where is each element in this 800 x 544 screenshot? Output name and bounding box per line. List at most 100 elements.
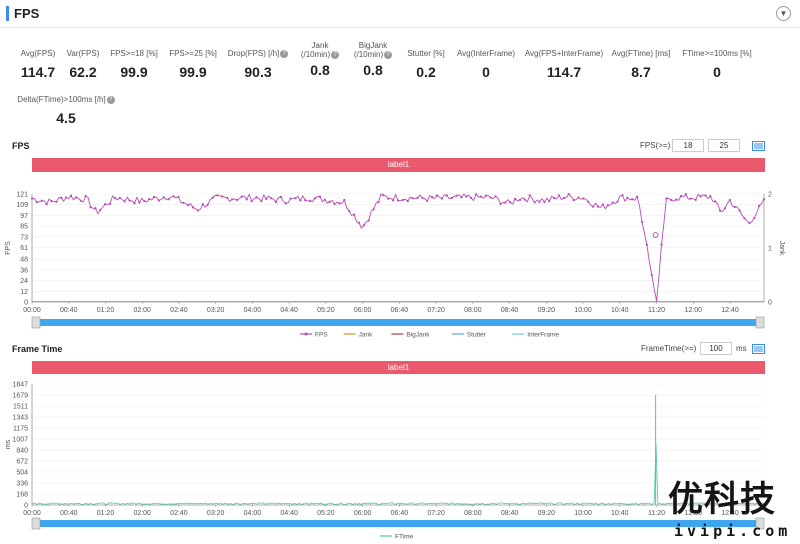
stat-stats_row1-10: Avg(FTime) [ms] 8.7 xyxy=(591,49,691,80)
x-tick-label: 06:00 xyxy=(354,510,372,517)
stat-value: 90.3 xyxy=(244,64,272,80)
legend-item-ftime: FTime xyxy=(380,534,414,541)
stat-label: FPS>=25 [%] xyxy=(169,49,217,58)
fps-point xyxy=(196,209,200,212)
y-tick-label: 0 xyxy=(24,300,28,307)
stat-value: 0.2 xyxy=(416,64,436,80)
x-tick-label: 03:20 xyxy=(207,510,225,517)
stat-label: BigJank xyxy=(358,41,388,50)
y-tick-label: 1847 xyxy=(12,382,28,389)
page-title: FPS xyxy=(14,6,40,21)
fps-point xyxy=(50,199,53,203)
fps-point xyxy=(270,197,273,200)
fps-point xyxy=(304,199,307,202)
fps-point xyxy=(528,194,531,197)
fps-point xyxy=(533,201,536,204)
fps-point xyxy=(172,195,175,198)
stat-stats_row1-1: Var(FPS) 62.2 xyxy=(33,49,133,80)
fps-threshold-25-input[interactable] xyxy=(708,139,740,152)
fps-point xyxy=(133,202,136,205)
fps-point xyxy=(328,200,331,203)
x-tick-label: 06:40 xyxy=(391,510,409,517)
fps-point xyxy=(435,194,439,197)
fps-zoom-slider-handle-left[interactable] xyxy=(31,316,41,329)
y-tick-label: 672 xyxy=(16,458,28,465)
fps-point xyxy=(274,200,278,204)
fps-point xyxy=(294,197,297,200)
fps-point xyxy=(108,202,112,205)
fps-point xyxy=(611,201,614,204)
fps-point xyxy=(113,196,117,200)
x-tick-label: 10:00 xyxy=(574,510,592,517)
fps-point xyxy=(99,208,102,212)
fps-point xyxy=(699,195,702,198)
fps-point xyxy=(401,198,404,201)
x-tick-label: 12:00 xyxy=(685,510,703,517)
x-tick-label: 12:40 xyxy=(721,510,739,517)
help-icon[interactable]: ? xyxy=(331,50,340,59)
x-tick-label: 02:40 xyxy=(170,307,188,314)
ftime-data-view-icon[interactable] xyxy=(752,344,765,354)
fps-point xyxy=(226,196,229,199)
fps-point xyxy=(323,198,326,201)
fps-point xyxy=(723,207,727,210)
fps-point xyxy=(35,201,38,204)
fps-point xyxy=(489,196,492,199)
fps-point xyxy=(538,200,541,203)
fps-point xyxy=(689,197,692,200)
x-tick-label: 04:00 xyxy=(244,510,262,517)
fps-point xyxy=(709,195,712,198)
fps-point xyxy=(650,273,653,277)
legend-item-interframe: InterFrame xyxy=(512,332,559,339)
stat-value: 0 xyxy=(713,64,721,80)
chevron-down-icon[interactable]: ▼ xyxy=(776,6,791,21)
x-tick-label: 10:40 xyxy=(611,307,629,314)
watermark-logo: 优科技 xyxy=(668,480,777,519)
fps-point xyxy=(118,196,121,200)
fps-point xyxy=(670,198,673,202)
stat-label: Avg(InterFrame) xyxy=(456,49,516,58)
ftime-threshold-input[interactable] xyxy=(700,342,732,355)
x-tick-label: 11:20 xyxy=(648,510,665,517)
x-tick-label: 06:40 xyxy=(391,307,409,314)
fps-point xyxy=(245,198,248,201)
fps-point xyxy=(426,199,429,203)
legend-item-jank: Jank xyxy=(343,332,373,339)
x-tick-label: 08:00 xyxy=(464,510,482,517)
x-tick-label: 00:00 xyxy=(23,307,41,314)
stat-stats_row1-9: Avg(FPS+InterFrame) 114.7 xyxy=(514,49,614,80)
fps-label-band: label1 xyxy=(32,158,765,172)
y-tick-label: 168 xyxy=(16,491,28,498)
fps-point xyxy=(313,197,317,200)
y-tick-label: 1511 xyxy=(13,404,28,411)
x-tick-label: 08:00 xyxy=(464,307,482,314)
fps-point xyxy=(299,199,302,202)
fps-data-view-icon[interactable] xyxy=(752,141,765,151)
x-tick-label: 02:00 xyxy=(133,510,151,517)
fps-point xyxy=(660,243,663,246)
fps-point xyxy=(509,201,512,204)
fps-point xyxy=(743,217,746,220)
fps-zoom-slider-handle-right[interactable] xyxy=(755,316,765,329)
help-icon[interactable]: ? xyxy=(384,50,393,59)
fps-threshold-18-input[interactable] xyxy=(672,139,704,152)
fps-point xyxy=(289,197,292,200)
legend-label: FTime xyxy=(395,534,414,541)
help-icon[interactable]: ? xyxy=(280,49,289,58)
fps-point xyxy=(235,198,239,202)
stat-label: FTime>=100ms [%] xyxy=(682,49,752,58)
fps-point xyxy=(191,206,195,209)
ftime-section-title: Frame Time xyxy=(12,344,63,354)
ftime-zoom-slider-handle-left[interactable] xyxy=(31,517,41,530)
legend-label: Jank xyxy=(359,332,373,339)
help-icon[interactable]: ? xyxy=(106,95,115,104)
fps-point xyxy=(450,196,453,200)
fps-point xyxy=(265,197,268,200)
y-axis-label: ms xyxy=(5,439,12,449)
ftime-zoom-slider-handle-right[interactable] xyxy=(755,517,765,530)
fps-point xyxy=(518,198,522,201)
fps-point xyxy=(216,194,219,197)
fps-point xyxy=(626,196,629,199)
x-tick-label: 05:20 xyxy=(317,307,335,314)
fps-point xyxy=(504,201,507,204)
